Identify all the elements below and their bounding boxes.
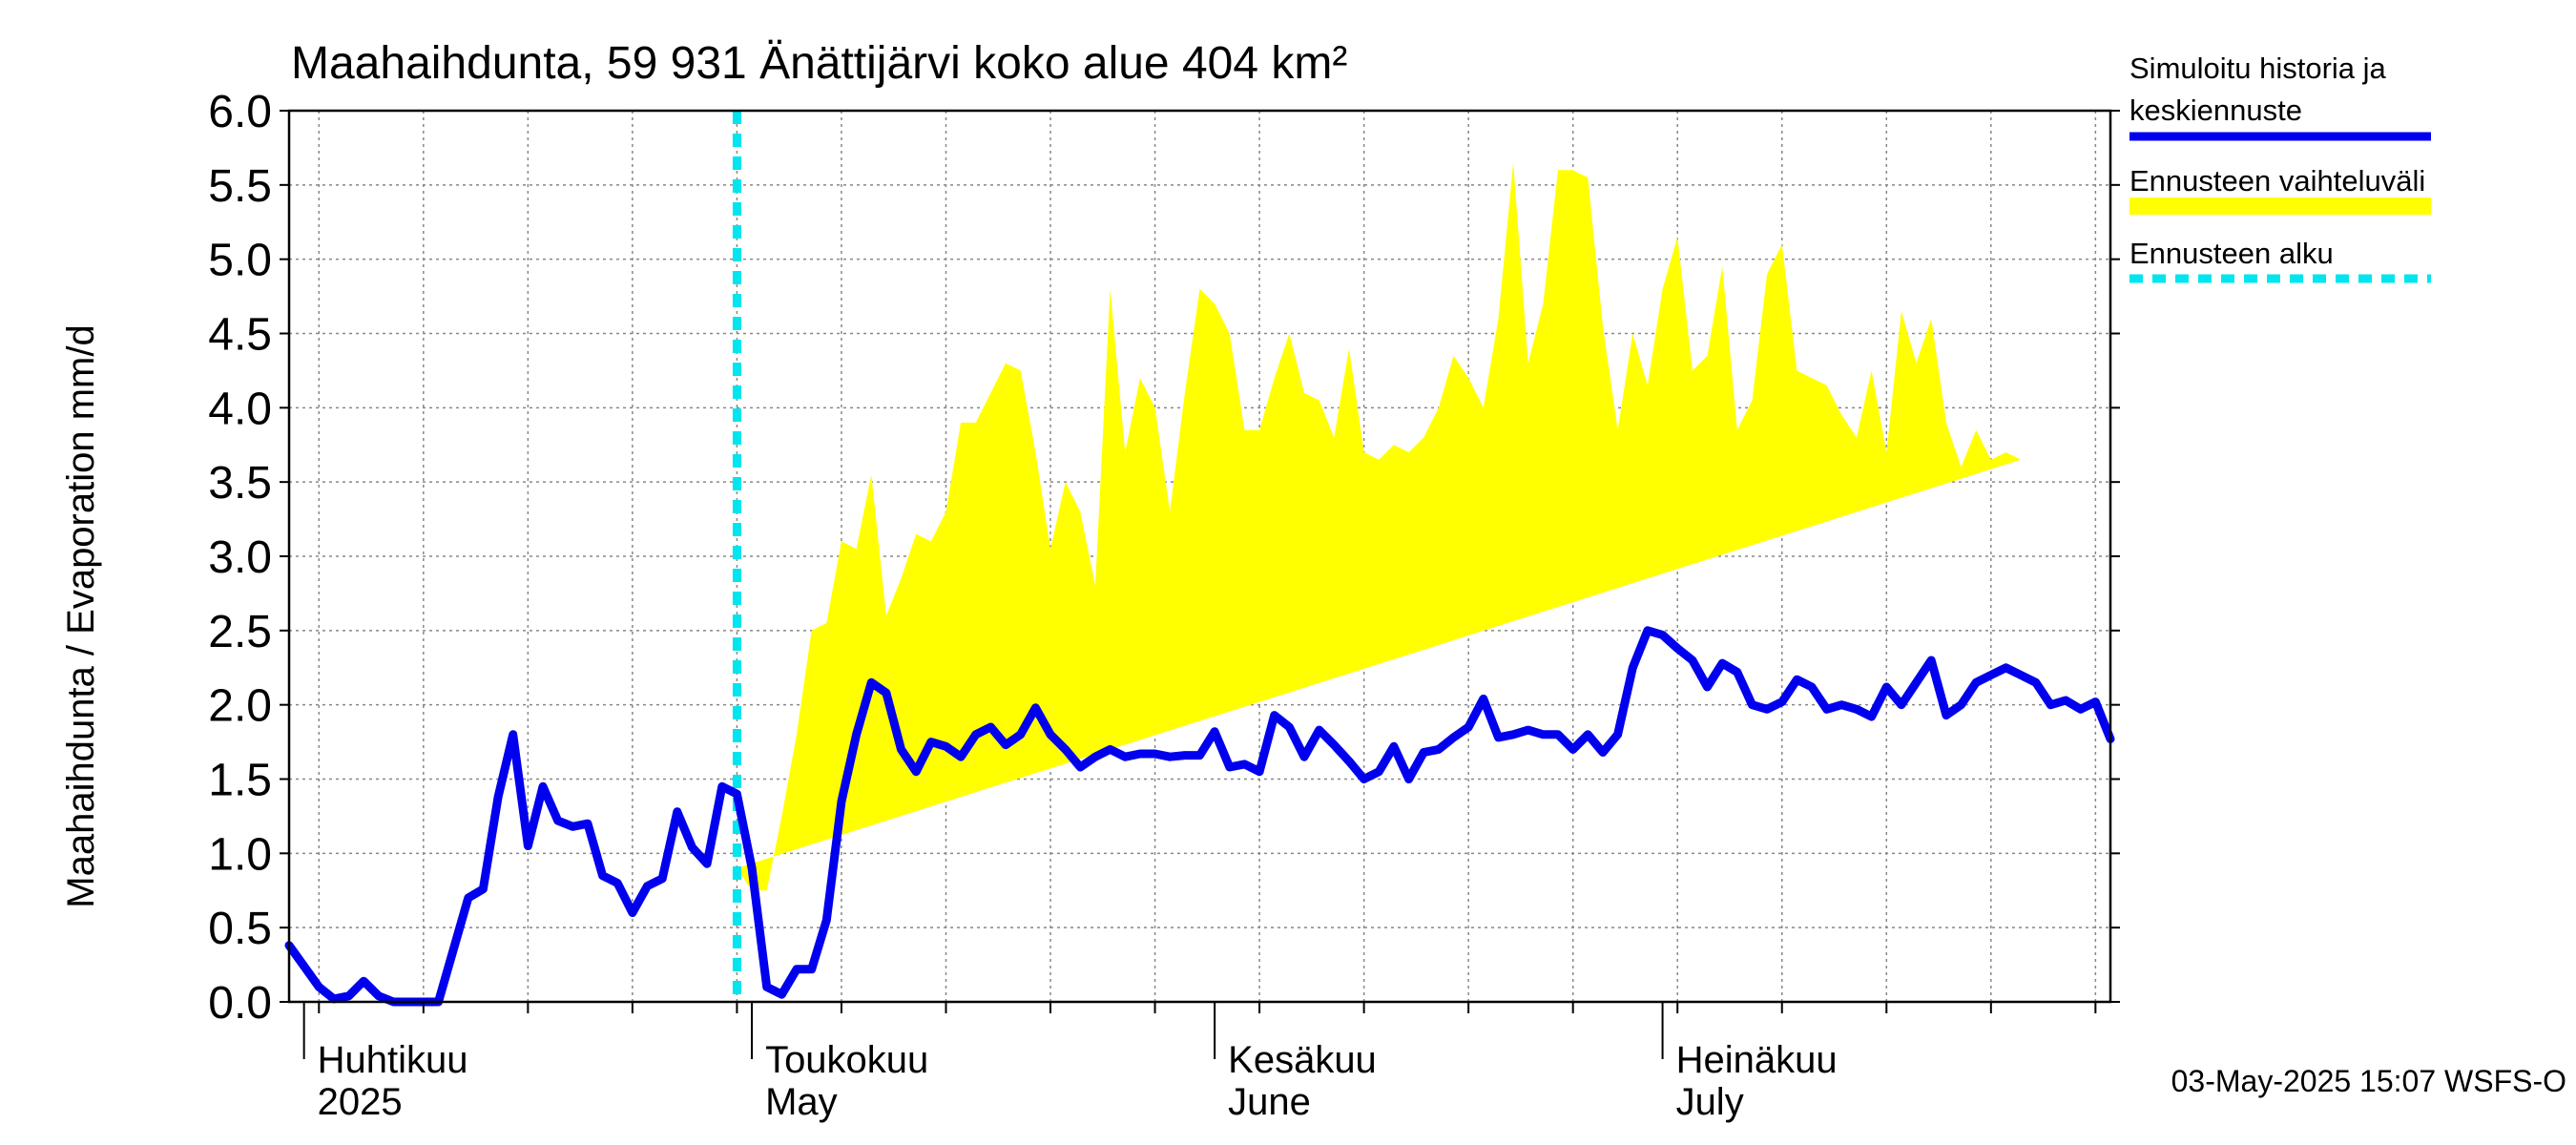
month-label-fi: Huhtikuu bbox=[318, 1039, 468, 1081]
simulated-series bbox=[284, 626, 2115, 1007]
month-label-en: July bbox=[1676, 1081, 1744, 1123]
axes bbox=[280, 109, 2120, 1059]
month-label-fi: Heinäkuu bbox=[1676, 1039, 1838, 1081]
plot-frame bbox=[287, 109, 2112, 1004]
y-tick-label: 5.5 bbox=[208, 161, 272, 212]
timestamp: 03-May-2025 15:07 WSFS-O bbox=[2171, 1064, 2566, 1098]
series-line bbox=[284, 626, 2115, 1007]
y-tick-label: 4.0 bbox=[208, 384, 272, 434]
y-tick-label: 1.0 bbox=[208, 829, 272, 880]
legend-label: Simuloitu historia ja bbox=[2129, 52, 2387, 85]
band-area bbox=[737, 162, 2022, 891]
chart-title: Maahaihdunta, 59 931 Änättijärvi koko al… bbox=[291, 38, 1347, 89]
y-tick-label: 2.0 bbox=[208, 681, 272, 732]
forecast-range-band bbox=[737, 162, 2022, 891]
y-axis-label: Maahaihdunta / Evaporation mm/d bbox=[60, 324, 102, 907]
y-tick-label: 6.0 bbox=[208, 87, 272, 137]
y-tick-label: 0.5 bbox=[208, 904, 272, 954]
legend-label: keskiennuste bbox=[2129, 94, 2302, 127]
y-tick-label: 3.0 bbox=[208, 532, 272, 583]
y-tick-label: 2.5 bbox=[208, 607, 272, 657]
y-tick-label: 1.5 bbox=[208, 756, 272, 806]
month-label-en: June bbox=[1228, 1081, 1311, 1123]
y-tick-label: 3.5 bbox=[208, 458, 272, 509]
legend-label: Ennusteen vaihteluväli bbox=[2129, 164, 2425, 198]
legend: Simuloitu historia ja keskiennuste Ennuste… bbox=[2129, 52, 2431, 283]
y-tick-label: 0.0 bbox=[208, 978, 272, 1029]
month-label-en: May bbox=[765, 1081, 838, 1123]
y-tick-label: 5.0 bbox=[208, 236, 272, 286]
month-label-fi: Kesäkuu bbox=[1228, 1039, 1377, 1081]
legend-label: Ennusteen alku bbox=[2129, 237, 2334, 270]
y-tick-labels: 0.0 0.5 1.0 1.5 2.0 2.5 3.0 3.5 4.0 4.5 5.0 5.5 6.0 bbox=[208, 87, 272, 1029]
month-label-en: 2025 bbox=[318, 1081, 403, 1123]
y-tick-label: 4.5 bbox=[208, 310, 272, 361]
month-label-fi: Toukokuu bbox=[765, 1039, 928, 1081]
